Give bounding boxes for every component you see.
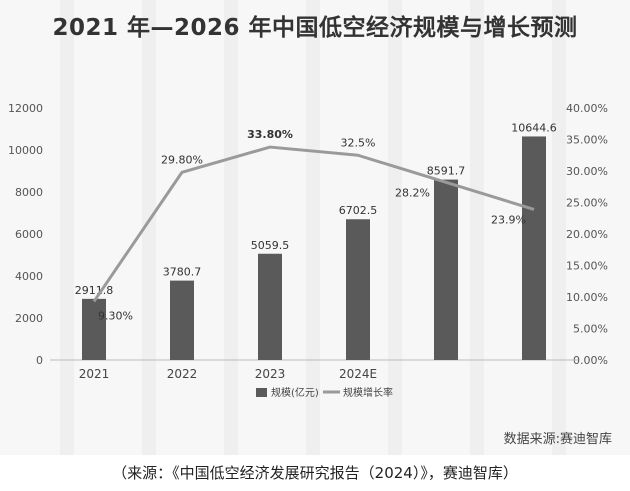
- right-axis-tick-label: 30.00%: [566, 165, 608, 178]
- background-stripe: [224, 0, 238, 455]
- growth-rate-label: 29.80%: [161, 153, 203, 166]
- data-source-note: 数据来源:赛迪智库: [503, 432, 612, 447]
- x-axis-tick-label: 2021: [79, 367, 110, 381]
- growth-rate-label: 23.9%: [491, 213, 526, 226]
- legend-bar-swatch: [256, 388, 267, 397]
- chart-svg: 0 2000 4000 6000 8000 10000 12000 0.00% 5.00% 10…: [8, 102, 608, 399]
- right-axis-tick-label: 20.00%: [566, 228, 608, 241]
- chart-panel: 2021 年—2026 年中国低空经济规模与增长预测 0 2000 4000 6000…: [8, 0, 612, 455]
- left-axis-tick-label: 0: [36, 354, 43, 367]
- bar-series: 2911.8 3780.7 5059.5 6702.5 8591.7 10644.6: [75, 121, 557, 360]
- bar: [258, 253, 282, 360]
- growth-line: [92, 145, 535, 303]
- background-stripe: [552, 0, 566, 455]
- bar-value-label: 8591.7: [427, 165, 466, 178]
- left-axis-tick-label: 6000: [15, 228, 43, 241]
- x-axis-tick-label: 2024E: [339, 367, 377, 381]
- right-axis: 0.00% 5.00% 10.00% 15.00% 20.00% 25.00% 30.00%…: [566, 102, 608, 367]
- right-axis-tick-label: 25.00%: [566, 197, 608, 210]
- legend-line-label: 规模增长率: [343, 386, 393, 399]
- right-axis-tick-label: 40.00%: [566, 102, 608, 115]
- growth-rate-label: 32.5%: [341, 136, 376, 149]
- x-axis-tick-label: 2022: [167, 367, 198, 381]
- left-axis-tick-label: 2000: [15, 312, 43, 325]
- background-stripe: [306, 0, 320, 455]
- left-axis: 0 2000 4000 6000 8000 10000 12000: [8, 102, 43, 367]
- left-axis-tick-label: 12000: [8, 102, 43, 115]
- x-axis-tick-label: 2023: [255, 367, 286, 381]
- growth-line-series: 9.30% 29.80% 33.80% 32.5% 28.2% 23.9%: [92, 128, 535, 322]
- figure-caption: （来源：《中国低空经济发展研究报告（2024）》，赛迪智库）: [112, 464, 518, 482]
- background-stripe: [470, 0, 484, 455]
- bar-value-label: 3780.7: [163, 266, 202, 279]
- legend: 规模(亿元) 规模增长率: [256, 386, 393, 399]
- right-axis-tick-label: 0.00%: [573, 354, 608, 367]
- growth-rate-label: 28.2%: [395, 186, 430, 199]
- bar: [522, 136, 546, 360]
- background-stripe: [60, 0, 74, 455]
- bar: [82, 298, 106, 360]
- bar: [170, 280, 194, 360]
- left-axis-tick-label: 10000: [8, 144, 43, 157]
- legend-bar-label: 规模(亿元): [271, 386, 319, 399]
- left-axis-tick-label: 8000: [15, 186, 43, 199]
- right-axis-tick-label: 5.00%: [573, 323, 608, 336]
- background-stripe: [388, 0, 402, 455]
- right-axis-tick-label: 10.00%: [566, 291, 608, 304]
- right-axis-tick-label: 15.00%: [566, 260, 608, 273]
- right-axis-tick-label: 35.00%: [566, 134, 608, 147]
- bar-value-label: 10644.6: [511, 121, 557, 134]
- bar-value-label: 2911.8: [75, 284, 114, 297]
- bar: [346, 219, 370, 360]
- left-axis-tick-label: 4000: [15, 270, 43, 283]
- chart-title: 2021 年—2026 年中国低空经济规模与增长预测: [52, 15, 578, 41]
- x-axis: 2021 2022 2023 2024E: [79, 367, 377, 381]
- bar-value-label: 5059.5: [251, 239, 290, 252]
- growth-rate-label: 33.80%: [247, 128, 293, 141]
- bar-value-label: 6702.5: [339, 204, 378, 217]
- background-stripe: [142, 0, 156, 455]
- growth-rate-label: 9.30%: [98, 309, 133, 322]
- bar: [434, 179, 458, 360]
